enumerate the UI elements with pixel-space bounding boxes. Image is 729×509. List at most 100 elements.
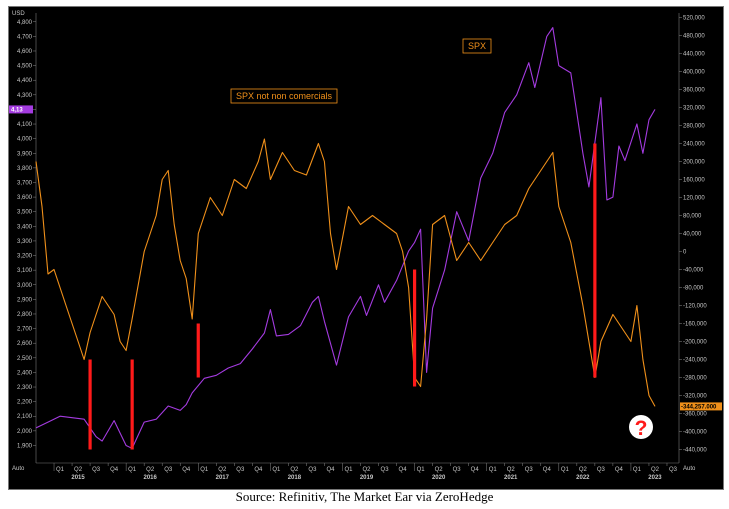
right-tick-label: -360,000	[683, 412, 707, 418]
red-bar	[412, 269, 417, 387]
x-quarter-label: Q3	[92, 467, 101, 473]
right-tick-label: 120,000	[683, 196, 705, 202]
x-year-label: 2020	[432, 475, 446, 481]
left-tick-label: 3,800	[17, 166, 33, 172]
right-tick-label: 360,000	[683, 88, 705, 94]
left-tick-label: 3,200	[17, 254, 33, 260]
right-tick-label: 40,000	[683, 232, 702, 238]
x-quarter-label: Q2	[363, 467, 372, 473]
left-tick-label: 2,900	[17, 297, 33, 303]
left-tick-label: 2,100	[17, 414, 33, 420]
left-axis: 1,900 2,000 2,100 2,200 2,300 2,400 2,500 2,600…	[12, 11, 37, 472]
left-tick-label: 2,600	[17, 341, 33, 347]
chart-frame: 1,900 2,000 2,100 2,200 2,300 2,400 2,500 2,600…	[8, 6, 724, 490]
spx-annotation-label: SPX	[468, 41, 486, 51]
left-unit-label: USD	[12, 11, 25, 17]
right-tick-label: 240,000	[683, 142, 705, 148]
left-tick-label: 2,300	[17, 385, 33, 391]
x-year-label: 2017	[216, 475, 230, 481]
right-tick-label: -400,000	[683, 430, 707, 436]
right-tick-label: 160,000	[683, 178, 705, 184]
left-tick-label: 4,500	[17, 64, 33, 70]
x-quarter-label: Q1	[561, 467, 570, 473]
left-tick-label: 3,400	[17, 224, 33, 230]
spx-line	[35, 27, 656, 449]
red-bar	[130, 359, 134, 450]
left-tick-label: 3,300	[17, 239, 33, 245]
x-quarter-label: Q3	[669, 467, 678, 473]
left-tick-label: 4,000	[17, 137, 33, 143]
x-quarter-label: Q2	[218, 467, 227, 473]
x-quarter-label: Q4	[110, 467, 119, 473]
left-tick-label: 4,300	[17, 93, 33, 99]
left-tick-label: 3,600	[17, 195, 33, 201]
right-tick-label: 80,000	[683, 214, 702, 220]
right-tick-label: -280,000	[683, 376, 707, 382]
x-quarter-label: Q4	[254, 467, 263, 473]
x-quarter-label: Q1	[344, 467, 353, 473]
right-tick-label: 520,000	[683, 16, 705, 22]
x-year-label: 2015	[71, 475, 85, 481]
non-commercials-last-value-label: -344,257.000	[681, 404, 717, 410]
left-tick-label: 4,700	[17, 34, 33, 40]
x-quarter-label: Q2	[435, 467, 444, 473]
chart-svg: 1,900 2,000 2,100 2,200 2,300 2,400 2,500 2,600…	[9, 11, 722, 481]
left-tick-label: 4,400	[17, 78, 33, 84]
left-tick-label: 2,000	[17, 429, 33, 435]
right-tick-label: 480,000	[683, 34, 705, 40]
left-tick-label: 2,200	[17, 400, 33, 406]
x-quarter-label: Q3	[597, 467, 606, 473]
x-year-label: 2021	[504, 475, 518, 481]
series-layer	[35, 27, 656, 449]
left-tick-label: 1,900	[17, 443, 33, 449]
x-quarter-label: Q4	[182, 467, 191, 473]
right-axis: -440,000 -400,000 -360,000 -320,000 -280,000…	[678, 13, 707, 472]
left-tick-label: 4,600	[17, 49, 33, 55]
red-bar	[196, 323, 200, 378]
left-tick-label: 3,000	[17, 283, 33, 289]
x-quarter-label: Q4	[615, 467, 624, 473]
x-quarter-label: Q1	[417, 467, 426, 473]
left-tick-label: 3,500	[17, 210, 33, 216]
question-mark-label: ?	[635, 417, 648, 440]
left-tick-label: 3,100	[17, 268, 33, 274]
question-badge	[629, 415, 653, 439]
right-tick-label: -440,000	[683, 448, 707, 454]
x-quarter-label: Q4	[543, 467, 552, 473]
left-tick-label: 2,400	[17, 370, 33, 376]
right-tick-label: 0	[683, 250, 687, 256]
x-quarter-label: Q4	[399, 467, 408, 473]
right-tick-label: -320,000	[683, 394, 707, 400]
x-quarter-label: Q3	[236, 467, 245, 473]
x-quarter-label: Q3	[453, 467, 462, 473]
left-tick-label: 2,700	[17, 327, 33, 333]
right-tick-label: 320,000	[683, 106, 705, 112]
x-year-label: 2022	[576, 475, 590, 481]
x-quarter-label: Q2	[651, 467, 660, 473]
right-tick-label: -40,000	[683, 268, 704, 274]
left-tick-label: 3,900	[17, 151, 33, 157]
spx-last-value-label: 4,13	[11, 107, 23, 113]
x-quarter-label: Q2	[507, 467, 516, 473]
non-commercials-annotation-box	[230, 88, 338, 104]
right-footer-label: Auto	[683, 466, 696, 472]
x-quarter-label: Q1	[489, 467, 498, 473]
right-tick-label: -200,000	[683, 340, 707, 346]
x-quarter-label: Q3	[308, 467, 317, 473]
x-quarter-label: Q3	[525, 467, 534, 473]
spx-non-commercials-line	[35, 138, 656, 407]
x-quarter-label: Q1	[56, 467, 65, 473]
spx-last-value-box	[9, 105, 33, 114]
x-axis: Q1 Q2 Q3 Q4 Q1 Q2 Q3 Q4 Q1 Q2 Q3 Q4 Q1 Q2 Q3 Q4 Q1 Q2 Q3 Q4…	[36, 462, 679, 481]
left-footer-label: Auto	[12, 466, 25, 472]
left-tick-label: 4,800	[17, 20, 33, 26]
x-quarter-label: Q1	[633, 467, 642, 473]
x-year-label: 2023	[648, 475, 662, 481]
non-commercials-annotation-label: SPX not non comercials	[236, 91, 333, 101]
right-tick-label: 280,000	[683, 124, 705, 130]
x-quarter-label: Q4	[326, 467, 335, 473]
annotations-layer: 4,13 -344,257.000 SPX SPX not non comercial…	[9, 38, 722, 440]
non-commercials-last-value-box	[680, 402, 722, 411]
x-quarter-label: Q3	[164, 467, 173, 473]
left-tick-label: 4,100	[17, 122, 33, 128]
